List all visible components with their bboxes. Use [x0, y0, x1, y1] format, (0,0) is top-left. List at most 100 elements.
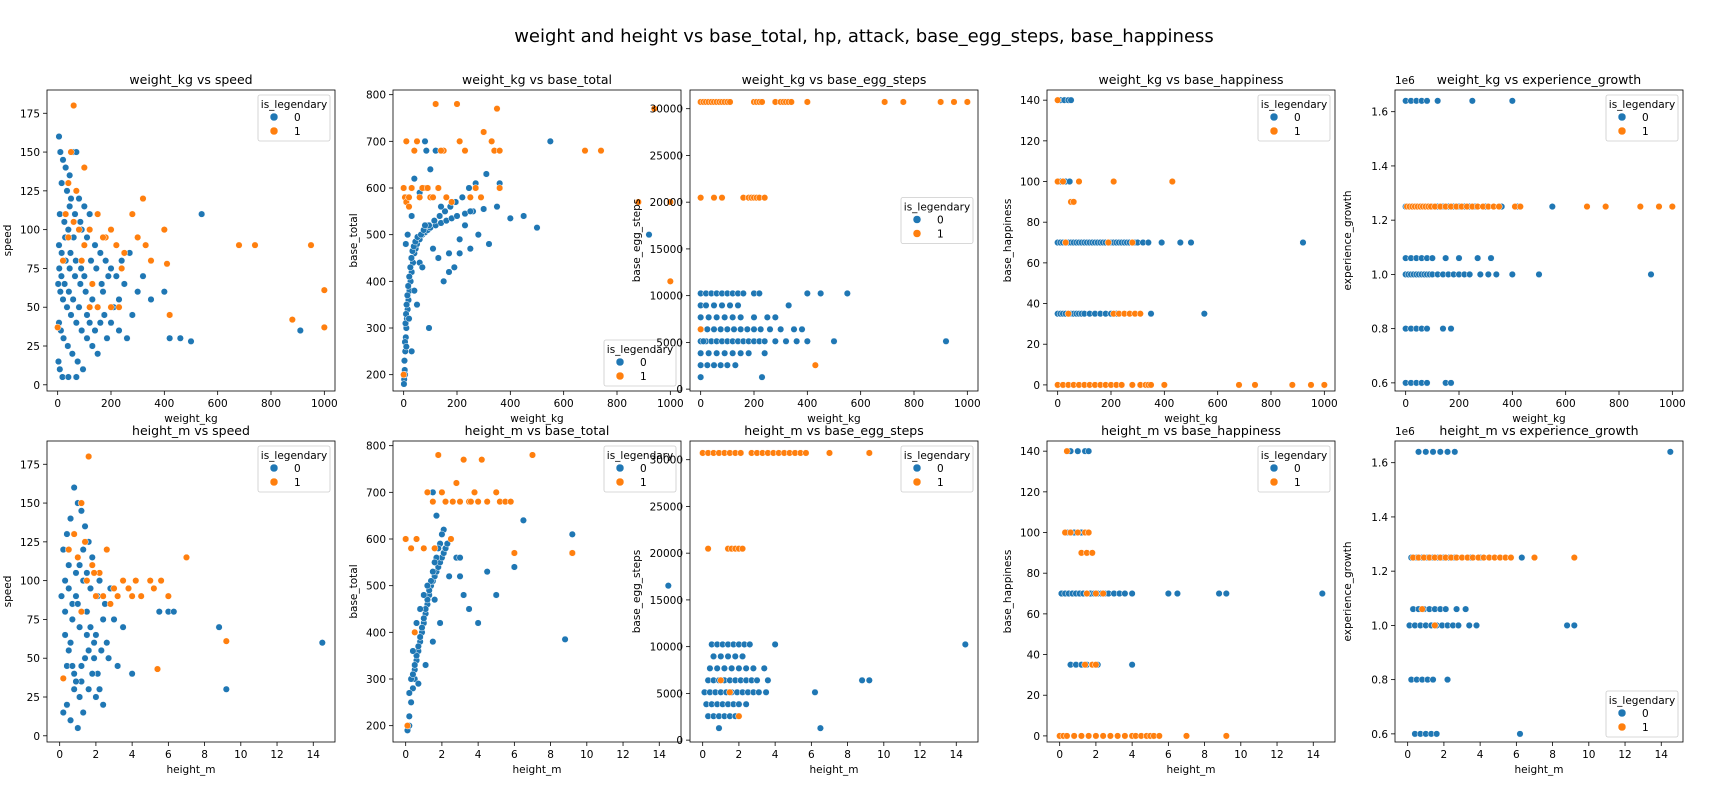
legend-marker-0: [1269, 112, 1279, 122]
scatter-point-series-1: [107, 303, 115, 311]
scatter-point-series-1: [461, 147, 469, 155]
scatter-point-series-0: [1434, 97, 1442, 105]
legend-entry-label: 0: [640, 463, 647, 475]
y-tick-label: 0: [1033, 731, 1040, 743]
scatter-point-series-0: [757, 325, 765, 333]
scatter-point-series-0: [409, 647, 417, 655]
scatter-point-series-0: [404, 231, 412, 239]
scatter-point-series-0: [430, 217, 438, 225]
scatter-point-series-1: [493, 105, 501, 113]
scatter-point-series-0: [721, 313, 729, 321]
scatter-point-series-1: [64, 233, 72, 241]
scatter-point-series-0: [61, 577, 69, 585]
scatter-point-series-0: [466, 207, 474, 215]
x-tick-label: 600: [1208, 398, 1228, 410]
x-axis-label: height_m: [1167, 764, 1216, 776]
scatter-point-series-0: [83, 311, 91, 319]
scatter-point-series-0: [561, 635, 569, 643]
scatter-point-series-0: [66, 202, 74, 210]
scatter-point-series-0: [86, 210, 94, 218]
scatter-point-series-0: [72, 319, 80, 327]
scatter-point-series-0: [436, 619, 444, 627]
scatter-point-series-0: [456, 235, 464, 243]
scatter-point-series-1: [65, 546, 73, 554]
scatter-point-series-1: [405, 203, 413, 211]
scatter-point-series-1: [99, 233, 107, 241]
scatter-point-series-0: [771, 640, 779, 648]
scatter-point-series-0: [761, 337, 769, 345]
scatter-point-series-1: [408, 184, 416, 192]
scatter-point-series-0: [520, 212, 528, 220]
scatter-point-series-0: [83, 631, 91, 639]
scatter-point-series-1: [103, 546, 111, 554]
scatter-points: [402, 451, 672, 734]
scatter-point-series-0: [1429, 676, 1437, 684]
scatter-point-series-0: [429, 638, 437, 646]
scatter-point-series-1: [166, 311, 174, 319]
scatter-point-series-1: [1570, 554, 1578, 562]
y-tick-label: 100: [20, 225, 40, 237]
scatter-point-series-0: [1164, 589, 1172, 598]
scatter-point-series-1: [438, 488, 446, 496]
scatter-point-series-0: [103, 334, 111, 342]
scatter-point-series-1: [251, 241, 259, 249]
legend-title: is_legendary: [261, 450, 327, 462]
y-tick-label: 400: [366, 276, 386, 288]
scatter-point-series-0: [110, 615, 118, 623]
scatter-point-series-0: [762, 688, 770, 696]
scatter-point-series-1: [460, 456, 468, 464]
scatter-point-series-0: [432, 512, 441, 520]
scatter-point-series-0: [90, 654, 98, 662]
scatter-point-series-0: [1128, 661, 1136, 669]
scatter-point-series-1: [402, 535, 410, 543]
subplot-title: height_m vs experience_growth: [1439, 423, 1638, 438]
scatter-point-series-0: [400, 380, 408, 388]
x-tick-label: 400: [154, 398, 174, 410]
scatter-point-series-1: [107, 226, 115, 234]
scatter-point-series-0: [75, 195, 83, 203]
scatter-point-series-0: [697, 373, 705, 381]
scatter-point-series-0: [86, 319, 94, 327]
plot-frame: [1046, 89, 1336, 392]
scatter-point-series-0: [443, 540, 451, 548]
scatter-point-series-0: [1455, 254, 1463, 262]
scatter-point-series-0: [418, 624, 426, 632]
scatter-point-series-0: [66, 171, 74, 179]
scatter-point-series-0: [66, 264, 74, 272]
scatter-point-series-0: [1442, 605, 1450, 613]
scatter-point-series-1: [1081, 661, 1089, 669]
scatter-point-series-0: [706, 664, 714, 672]
x-tick-label: 400: [500, 398, 520, 410]
y-axis-label: speed: [2, 225, 14, 257]
scatter-point-series-0: [409, 670, 417, 678]
scatter-point-series-0: [724, 652, 732, 660]
scatter-point-series-0: [440, 277, 448, 285]
scatter-point-series-1: [1092, 589, 1100, 598]
scatter-point-series-0: [66, 515, 75, 523]
x-tick-label: 12: [270, 749, 283, 761]
scatter-point-series-1: [597, 147, 605, 155]
scatter-point-series-0: [715, 724, 723, 732]
legend-title: is_legendary: [1609, 99, 1675, 111]
scatter-point-series-0: [429, 568, 437, 576]
scatter-point-series-1: [492, 488, 500, 496]
y-tick-label: 0.8: [1371, 675, 1388, 687]
scatter-point-series-0: [1121, 589, 1129, 598]
x-tick-label: 14: [653, 749, 667, 761]
scatter-point-series-1: [429, 193, 437, 201]
legend-marker-0: [912, 463, 922, 473]
scatter-point-series-0: [811, 688, 819, 696]
scatter-point-series-1: [735, 712, 743, 720]
scatter-point-series-1: [1099, 732, 1107, 740]
x-tick-label: 400: [1154, 398, 1174, 410]
scatter-point-series-1: [474, 498, 482, 506]
scatter-point-series-0: [409, 684, 417, 692]
scatter-point-series-0: [414, 642, 422, 650]
y-tick-label: 1.4: [1371, 161, 1388, 173]
scatter-point-series-1: [400, 371, 408, 379]
legend-title: is_legendary: [1609, 695, 1675, 707]
scatter-point-series-1: [802, 449, 810, 457]
